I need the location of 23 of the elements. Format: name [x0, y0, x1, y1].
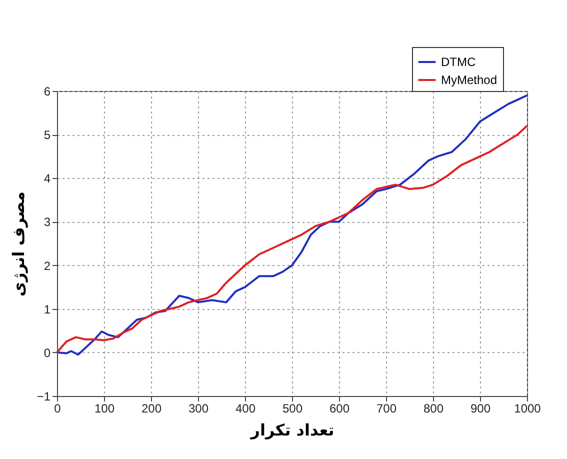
x-tick-label: 900: [470, 402, 491, 416]
x-tick-label: 200: [141, 402, 162, 416]
x-tick-label: 100: [94, 402, 115, 416]
x-tick-label: 600: [329, 402, 350, 416]
y-tick-label: 5: [44, 128, 51, 142]
x-tick-label: 700: [376, 402, 397, 416]
y-tick-label: 6: [44, 84, 51, 98]
y-tick-label: 0: [44, 346, 51, 360]
x-axis-title: تعداد تکرار: [250, 420, 334, 440]
y-tick-label: −1: [36, 390, 51, 404]
y-tick-label: 1: [44, 302, 51, 316]
x-tick-label: 0: [54, 402, 62, 416]
x-tick-label: 800: [423, 402, 444, 416]
x-tick-label: 400: [235, 402, 256, 416]
y-tick-label: 2: [44, 258, 51, 273]
y-axis-title: مصرف انرژی: [8, 191, 28, 297]
x-tick-label: 300: [188, 402, 209, 416]
x-tick-label: 500: [282, 402, 303, 416]
legend-label: DTMC: [441, 55, 476, 69]
y-tick-label: 3: [44, 215, 51, 230]
y-tick-label: 4: [44, 172, 51, 186]
legend-label: MyMethod: [441, 73, 498, 87]
x-tick-label: 1000: [514, 402, 542, 416]
